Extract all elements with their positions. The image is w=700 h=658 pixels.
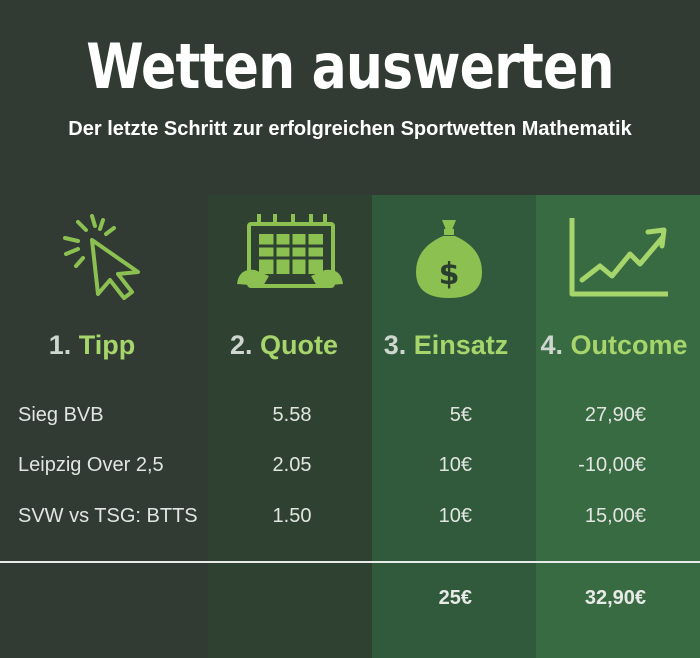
column-label: Einsatz [413,330,509,360]
column-label: Outcome [570,330,688,360]
column-label: Tipp [78,330,136,360]
row-quote: 2.05 [272,454,312,476]
column-number: 3. [383,330,407,360]
column-header-quote: 2. Quote [202,330,366,361]
row-outcome: 27,90€ [584,404,646,426]
row-outcome: -10,00€ [578,454,646,476]
column-header-einsatz: 3. Einsatz [364,330,528,361]
column-number: 4. [540,330,563,360]
money-bag-icon: $ [394,214,504,304]
column-header-outcome: 4. Outcome [532,330,696,361]
row-einsatz: 10€ [438,505,472,527]
page-subtitle: Der letzte Schritt zur erfolgreichen Spo… [68,118,632,140]
row-einsatz: 10€ [438,454,472,476]
row-quote: 5.58 [272,404,312,426]
column-header-tipp: 1. Tipp [10,330,174,361]
column-number: 2. [229,330,253,360]
page-title: Wetten auswerten [86,30,614,103]
row-quote: 1.50 [272,505,312,527]
row-tipp: SVW vs TSG: BTTS [18,505,198,527]
row-tipp: Sieg BVB [18,404,104,426]
column-label: Quote [260,330,339,360]
column-number: 1. [48,330,72,360]
total-outcome: 32,90€ [584,587,646,609]
row-einsatz: 5€ [449,404,472,426]
total-einsatz: 25€ [438,587,472,609]
betting-slip-icon [235,214,345,304]
click-cursor-icon [48,214,158,304]
totals-divider [0,561,700,563]
row-outcome: 15,00€ [584,505,646,527]
growth-chart-icon [564,214,674,304]
row-tipp: Leipzig Over 2,5 [18,454,164,476]
svg-text:$: $ [439,257,460,292]
